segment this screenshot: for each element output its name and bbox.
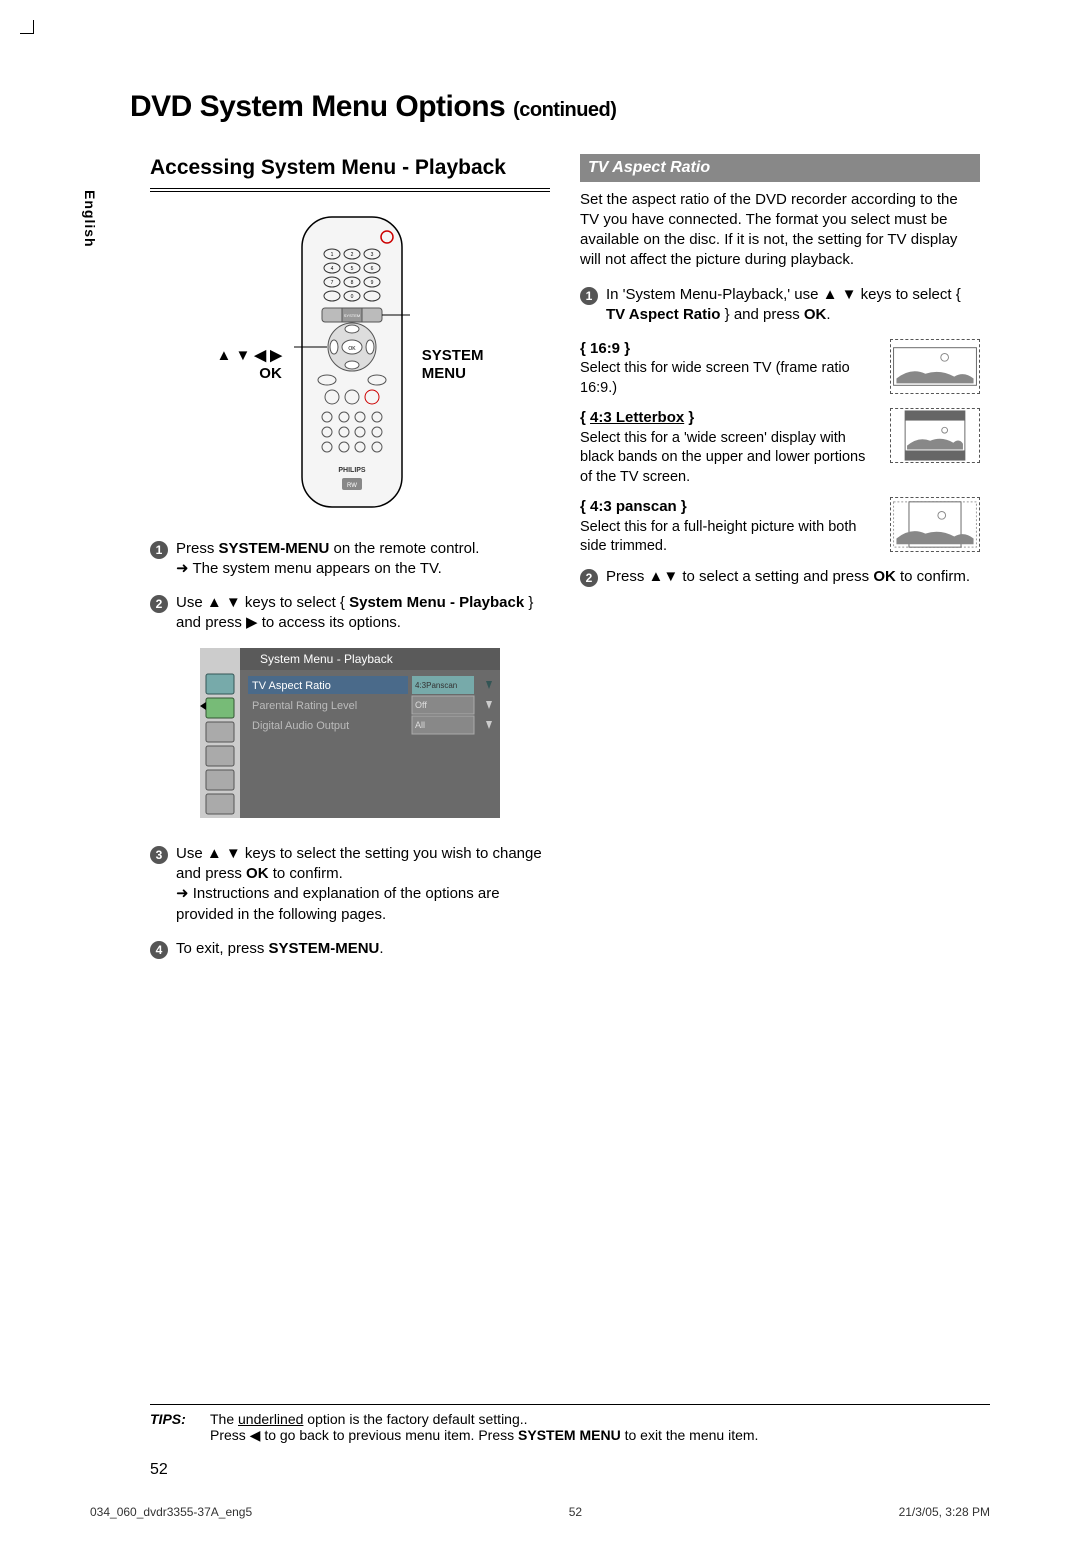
step-number-icon: 1: [580, 287, 598, 305]
option-4-3-letterbox: { 4:3 Letterbox } Select this for a 'wid…: [580, 408, 980, 487]
step-3-text: Use ▲ ▼ keys to select the setting you w…: [176, 844, 550, 925]
aspect-16-9-icon: [890, 339, 980, 394]
svg-text:System Menu - Playback: System Menu - Playback: [260, 652, 394, 666]
svg-text:6: 6: [370, 266, 373, 272]
right-step-1-text: In 'System Menu-Playback,' use ▲ ▼ keys …: [606, 285, 980, 326]
svg-text:9: 9: [370, 280, 373, 286]
svg-text:3: 3: [370, 252, 373, 258]
footer-timestamp: 21/3/05, 3:28 PM: [899, 1505, 990, 1519]
step-4: 4 To exit, press SYSTEM-MENU.: [150, 939, 550, 959]
option-label: { 16:9 }: [580, 339, 880, 359]
intro-paragraph: Set the aspect ratio of the DVD recorder…: [580, 190, 980, 271]
step-number-icon: 3: [150, 846, 168, 864]
right-step-2: 2 Press ▲▼ to select a setting and press…: [580, 567, 980, 587]
tips-footer: TIPS: The underlined option is the facto…: [150, 1404, 990, 1444]
step-2-text: Use ▲ ▼ keys to select { System Menu - P…: [176, 593, 550, 634]
language-tab: English: [82, 190, 98, 248]
svg-text:4: 4: [330, 266, 333, 272]
step-3-result: ➜ Instructions and explanation of the op…: [176, 884, 550, 925]
option-description: Select this for wide screen TV (frame ra…: [580, 359, 880, 398]
remote-label-ok: ▲ ▼ ◀ ▶ OK: [217, 347, 282, 383]
menu-label: MENU: [422, 365, 484, 383]
svg-text:TV Aspect Ratio: TV Aspect Ratio: [252, 680, 331, 692]
svg-text:All: All: [415, 720, 425, 730]
footer-filename: 034_060_dvdr3355-37A_eng5: [90, 1505, 252, 1519]
svg-text:Digital Audio Output: Digital Audio Output: [252, 720, 349, 732]
svg-text:SYSTEM: SYSTEM: [344, 313, 360, 318]
svg-text:Parental Rating Level: Parental Rating Level: [252, 700, 357, 712]
right-column: TV Aspect Ratio Set the aspect ratio of …: [580, 154, 980, 973]
svg-text:8: 8: [350, 280, 353, 286]
svg-text:Off: Off: [415, 700, 427, 710]
step-1-text: Press SYSTEM-MENU on the remote control.…: [176, 539, 550, 580]
ok-label: OK: [217, 365, 282, 383]
step-number-icon: 2: [150, 595, 168, 613]
svg-text:0: 0: [350, 294, 353, 300]
right-step-2-text: Press ▲▼ to select a setting and press O…: [606, 567, 980, 587]
svg-text:2: 2: [350, 252, 353, 258]
tips-label: TIPS:: [150, 1411, 210, 1427]
option-4-3-panscan: { 4:3 panscan } Select this for a full-h…: [580, 497, 980, 556]
menu-screenshot: System Menu - Playback TV Aspect Ratio 4…: [200, 648, 550, 824]
subheading-bar: TV Aspect Ratio: [580, 154, 980, 182]
page-title: DVD System Menu Options (continued): [130, 90, 990, 124]
section-title: Accessing System Menu - Playback: [150, 154, 550, 192]
option-label: { 4:3 panscan }: [580, 497, 880, 517]
step-number-icon: 2: [580, 569, 598, 587]
arrows-label: ▲ ▼ ◀ ▶: [217, 347, 282, 365]
step-1: 1 Press SYSTEM-MENU on the remote contro…: [150, 539, 550, 580]
svg-text:OK: OK: [348, 346, 356, 352]
remote-control-image: 1 2 3 4 5 6 7 8 9 0 SYSTEM: [292, 212, 412, 518]
step-number-icon: 4: [150, 941, 168, 959]
remote-label-system-menu: SYSTEM MENU: [422, 347, 484, 383]
left-column: Accessing System Menu - Playback ▲ ▼ ◀ ▶…: [150, 154, 550, 973]
option-description: Select this for a 'wide screen' display …: [580, 429, 880, 488]
step-3: 3 Use ▲ ▼ keys to select the setting you…: [150, 844, 550, 925]
page-number: 52: [150, 1461, 168, 1479]
title-continued: (continued): [513, 99, 616, 121]
print-footer: 034_060_dvdr3355-37A_eng5 52 21/3/05, 3:…: [90, 1505, 990, 1519]
crop-mark: [20, 20, 46, 46]
svg-text:4:3Panscan: 4:3Panscan: [415, 681, 457, 690]
right-step-1: 1 In 'System Menu-Playback,' use ▲ ▼ key…: [580, 285, 980, 326]
svg-text:7: 7: [330, 280, 333, 286]
option-label: { 4:3 Letterbox }: [580, 408, 880, 428]
remote-diagram: ▲ ▼ ◀ ▶ OK 1 2 3: [150, 212, 550, 518]
svg-text:RW: RW: [347, 483, 357, 489]
title-main: DVD System Menu Options: [130, 90, 505, 123]
option-description: Select this for a full-height picture wi…: [580, 518, 880, 557]
content-columns: Accessing System Menu - Playback ▲ ▼ ◀ ▶…: [150, 154, 990, 973]
tips-line-1: The underlined option is the factory def…: [210, 1411, 990, 1427]
option-16-9: { 16:9 } Select this for wide screen TV …: [580, 339, 980, 398]
footer-page: 52: [569, 1505, 582, 1519]
step-4-text: To exit, press SYSTEM-MENU.: [176, 939, 550, 959]
aspect-panscan-icon: [890, 497, 980, 552]
step-number-icon: 1: [150, 541, 168, 559]
svg-text:PHILIPS: PHILIPS: [338, 467, 366, 474]
svg-text:5: 5: [350, 266, 353, 272]
aspect-letterbox-icon: [890, 408, 980, 463]
system-label: SYSTEM: [422, 347, 484, 365]
step-2: 2 Use ▲ ▼ keys to select { System Menu -…: [150, 593, 550, 634]
tips-line-2: Press ◀ to go back to previous menu item…: [210, 1427, 990, 1444]
step-1-result: ➜ The system menu appears on the TV.: [176, 559, 550, 579]
svg-text:1: 1: [330, 252, 333, 258]
